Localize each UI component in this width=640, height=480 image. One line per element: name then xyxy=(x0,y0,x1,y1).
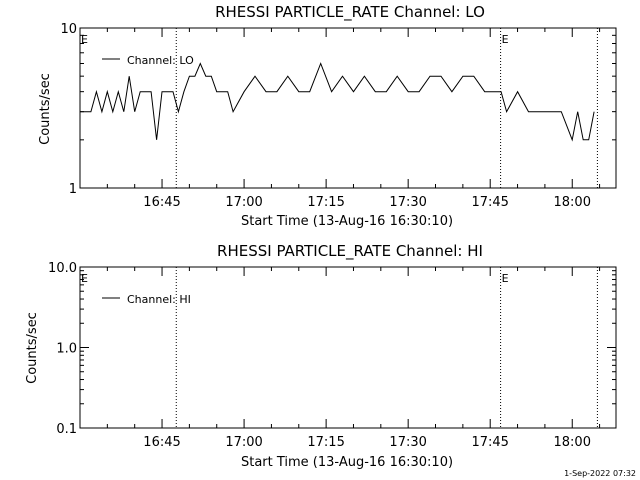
hi-x-tick-label: 17:15 xyxy=(307,435,344,450)
hi-x-tick-label: 17:00 xyxy=(225,435,262,450)
generation-timestamp: 1-Sep-2022 07:32 xyxy=(564,469,636,478)
hi-y-tick-label: 0.1 xyxy=(56,422,77,437)
hi-event-marker-label: E xyxy=(502,272,509,285)
lo-channel-panel: RHESSI PARTICLE_RATE Channel: LO Counts/… xyxy=(38,3,617,229)
hi-x-axis-label: Start Time (13-Aug-16 16:30:10) xyxy=(241,455,453,470)
lo-x-tick-label: 17:30 xyxy=(389,195,426,210)
lo-x-tick-label: 17:15 xyxy=(307,195,344,210)
lo-data-series-line xyxy=(80,62,595,142)
hi-start-marker-label: E xyxy=(81,272,88,285)
lo-x-axis-label: Start Time (13-Aug-16 16:30:10) xyxy=(241,214,453,229)
lo-x-tick-label: 16:45 xyxy=(143,195,180,210)
lo-chart-title: RHESSI PARTICLE_RATE Channel: LO xyxy=(215,3,485,22)
hi-y-tick-label: 1.0 xyxy=(56,342,77,357)
hi-chart-title: RHESSI PARTICLE_RATE Channel: HI xyxy=(217,242,483,261)
lo-y-tick-label: 1 xyxy=(69,182,77,197)
lo-legend-label: Channel: LO xyxy=(127,54,194,67)
lo-y-tick-label: 10 xyxy=(60,22,77,37)
lo-start-marker-label: E xyxy=(81,33,88,46)
hi-channel-panel: RHESSI PARTICLE_RATE Channel: HI Counts/… xyxy=(25,242,617,470)
hi-x-tick-label: 17:30 xyxy=(389,435,426,450)
lo-x-tick-label: 17:00 xyxy=(225,195,262,210)
hi-y-axis-label: Counts/sec xyxy=(25,312,40,384)
hi-x-tick-label: 17:45 xyxy=(471,435,508,450)
hi-plot-frame xyxy=(79,266,617,429)
lo-x-tick-label: 18:00 xyxy=(554,195,591,210)
hi-y-tick-label: 10.0 xyxy=(48,261,77,276)
lo-plot-frame xyxy=(79,27,617,189)
lo-x-tick-label: 17:45 xyxy=(471,195,508,210)
hi-x-tick-label: 18:00 xyxy=(554,435,591,450)
hi-legend-label: Channel: HI xyxy=(127,293,191,306)
hi-x-tick-label: 16:45 xyxy=(143,435,180,450)
lo-y-axis-label: Counts/sec xyxy=(38,73,53,145)
lo-event-marker-label: E xyxy=(502,33,509,46)
